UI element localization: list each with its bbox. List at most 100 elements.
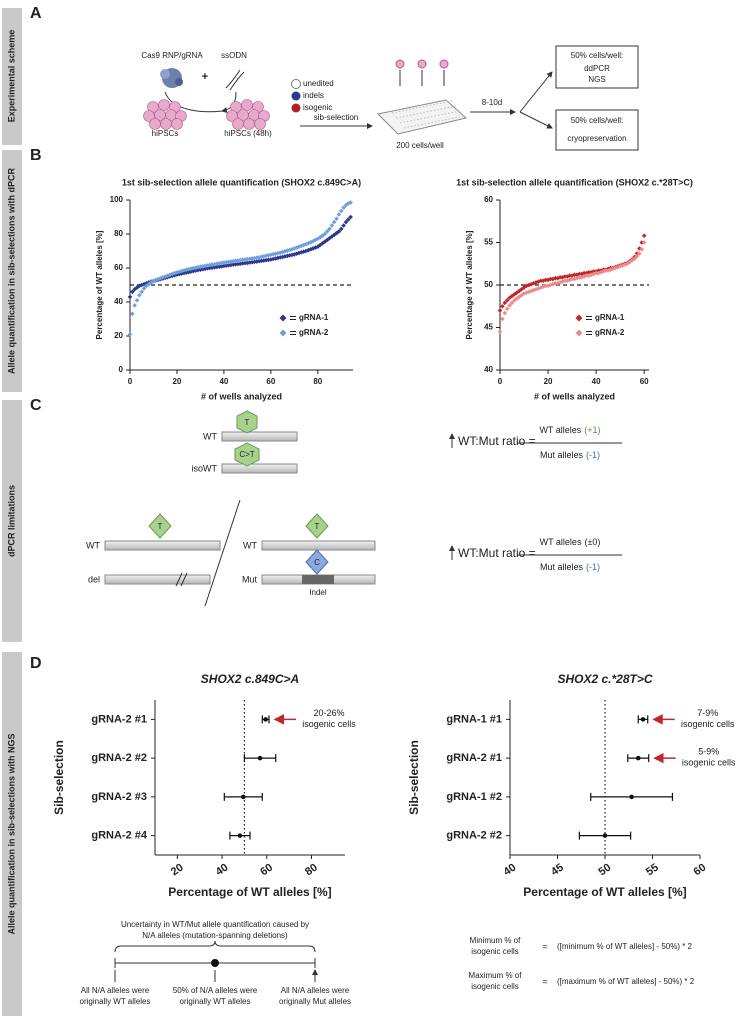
point: [221, 263, 227, 269]
y-tick-label: 20: [114, 331, 123, 340]
point: [141, 281, 147, 287]
x-tick-label: 45: [549, 861, 566, 878]
point: [306, 240, 311, 246]
allele-bar: [221, 463, 298, 474]
point: [313, 237, 318, 243]
point: [634, 253, 640, 259]
point: [500, 303, 505, 309]
cell-label: hiPSCs: [152, 129, 179, 138]
numerator-change: (±0): [584, 537, 600, 547]
point: [509, 300, 515, 306]
point: [186, 269, 191, 275]
box-text: 50% cells/well:: [571, 51, 623, 60]
reagent-label: Cas9 RNP/gRNA: [141, 51, 203, 60]
point: [560, 275, 565, 280]
y-tick-label: 60: [484, 195, 493, 204]
point: [228, 262, 234, 268]
point: [320, 233, 325, 238]
point: [637, 246, 642, 251]
point: [294, 251, 299, 257]
y-tick-label: 0: [119, 365, 124, 374]
numerator-change: (+1): [584, 425, 600, 435]
point: [137, 292, 142, 298]
point: [174, 270, 180, 275]
legend-marker: [279, 314, 287, 322]
cell-label: hiPSCs (48h): [224, 129, 272, 138]
point: [233, 261, 238, 267]
point: [569, 276, 575, 282]
x-tick-label: 55: [644, 861, 661, 878]
point: [216, 261, 222, 266]
point: [577, 275, 582, 280]
legend-label: gRNA-2: [595, 328, 625, 337]
end-label: originally WT alleles: [80, 997, 151, 1006]
point: [230, 262, 236, 267]
point: [261, 258, 267, 263]
point: [341, 205, 346, 210]
legend-circle: [291, 91, 301, 101]
legend-marker: [279, 329, 287, 337]
point: [200, 266, 206, 272]
y-tick-label: 80: [114, 229, 123, 238]
point: [160, 275, 166, 280]
brace: [114, 940, 316, 953]
end-label: All N/A alleles were: [281, 986, 350, 995]
x-tick-label: 60: [258, 861, 275, 878]
point: [179, 268, 184, 274]
base-label: T: [158, 522, 163, 531]
formula-lhs: Maximum % of: [469, 971, 523, 980]
point: [195, 264, 201, 270]
probe-hexagon: [236, 410, 258, 434]
cell-cluster: [143, 99, 187, 130]
point: [562, 274, 568, 279]
x-tick-label: 80: [303, 861, 320, 878]
point: [338, 226, 344, 232]
y-tick-label: 60: [114, 263, 123, 272]
category-label: gRNA-2 #1: [91, 713, 147, 725]
probe-diamond: [305, 549, 329, 575]
x-tick-label: 60: [691, 861, 708, 878]
point: [228, 259, 234, 264]
point: [584, 270, 589, 276]
point: [230, 258, 236, 264]
annotation: 7-9%: [697, 708, 718, 718]
point: [195, 267, 201, 273]
point: [158, 275, 163, 281]
side-label: Allele quantification in sib-selections …: [6, 167, 16, 374]
cell-icon: [395, 59, 405, 69]
x-axis-label: # of wells analyzed: [534, 391, 615, 401]
point: [242, 260, 248, 266]
point: [560, 279, 565, 284]
point: [593, 270, 599, 276]
point: [249, 256, 255, 261]
point: [641, 240, 647, 245]
point: [205, 263, 210, 268]
point: [148, 280, 154, 285]
point: [572, 276, 577, 282]
point: [275, 250, 281, 256]
point: [294, 245, 299, 250]
legend-equals: [586, 316, 592, 320]
point: [341, 223, 346, 228]
plate-label: 200 cells/well: [396, 141, 444, 150]
point: [238, 261, 243, 267]
box: [555, 109, 639, 151]
panel-letter: C: [30, 397, 42, 414]
legend-marker: [575, 314, 583, 322]
point: [245, 256, 250, 262]
point: [287, 253, 292, 258]
allele-label: del: [88, 574, 100, 584]
point: [299, 243, 304, 249]
point: [579, 271, 585, 277]
allele-label: isoWT: [192, 463, 218, 473]
ratio-numerator: WT alleles (+1): [539, 425, 600, 435]
point: [557, 275, 563, 280]
point: [602, 833, 608, 838]
point: [221, 260, 227, 265]
point: [289, 252, 295, 258]
point: [254, 259, 260, 264]
point: [625, 261, 630, 267]
point: [504, 306, 510, 312]
point: [579, 275, 585, 280]
legend-equals: [290, 316, 296, 320]
